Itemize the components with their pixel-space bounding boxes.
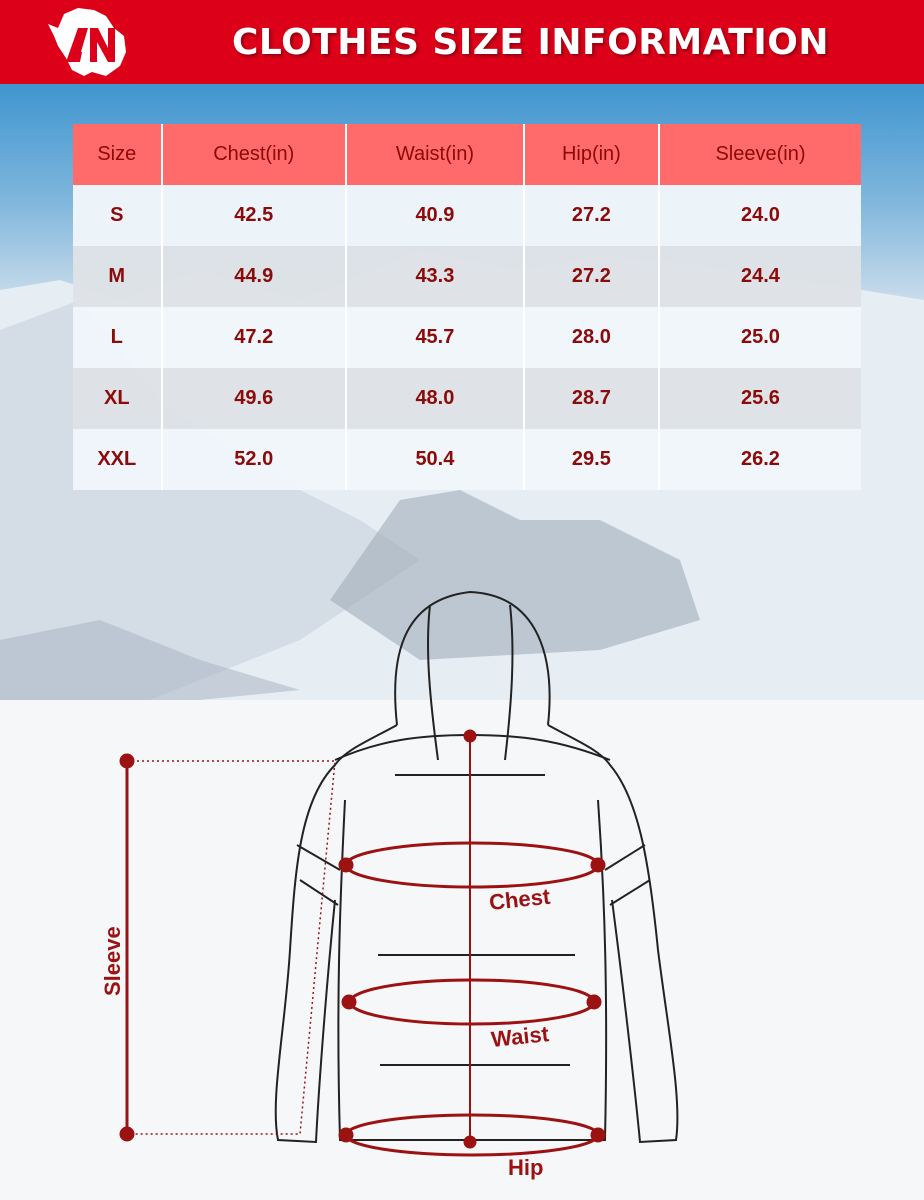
table-row: S 42.5 40.9 27.2 24.0 xyxy=(73,185,861,246)
table-cell: 24.0 xyxy=(657,185,861,246)
table-cell: 25.0 xyxy=(657,307,861,368)
table-cell: 29.5 xyxy=(522,429,659,490)
table-row: L 47.2 45.7 28.0 25.0 xyxy=(73,307,861,368)
size-cell: XXL xyxy=(73,429,162,490)
table-header-row: Size Chest(in) Waist(in) Hip(in) Sleeve(in) xyxy=(73,124,861,185)
size-cell: XL xyxy=(73,368,162,429)
hip-label: Hip xyxy=(508,1155,543,1180)
table-cell: 24.4 xyxy=(657,246,861,307)
table-cell: 45.7 xyxy=(344,307,524,368)
table-cell: 48.0 xyxy=(344,368,524,429)
table-cell: 27.2 xyxy=(522,185,659,246)
brand-logo xyxy=(48,8,126,76)
table-cell: 27.2 xyxy=(522,246,659,307)
column-header: Chest(in) xyxy=(160,124,346,185)
table-cell: 40.9 xyxy=(344,185,524,246)
column-header: Sleeve(in) xyxy=(657,124,861,185)
size-cell: M xyxy=(73,246,162,307)
sleeve-label: Sleeve xyxy=(100,926,125,996)
table-cell: 28.0 xyxy=(522,307,659,368)
table-cell: 42.5 xyxy=(160,185,346,246)
size-cell: L xyxy=(73,307,162,368)
column-header: Hip(in) xyxy=(522,124,659,185)
page-title: CLOTHES SIZE INFORMATION xyxy=(232,22,829,63)
column-header: Size xyxy=(73,124,162,185)
header-banner: CLOTHES SIZE INFORMATION xyxy=(0,0,924,84)
waist-label: Waist xyxy=(490,1021,551,1052)
measurement-lines xyxy=(119,729,606,1157)
table-cell: 28.7 xyxy=(522,368,659,429)
table-cell: 50.4 xyxy=(344,429,524,490)
table-cell: 52.0 xyxy=(160,429,346,490)
column-header: Waist(in) xyxy=(344,124,524,185)
jacket-outline xyxy=(274,590,679,1144)
size-cell: S xyxy=(73,185,162,246)
table-row: XXL 52.0 50.4 29.5 26.2 xyxy=(73,429,861,490)
table-cell: 49.6 xyxy=(160,368,346,429)
table-cell: 43.3 xyxy=(344,246,524,307)
table-cell: 26.2 xyxy=(657,429,861,490)
table-row: XL 49.6 48.0 28.7 25.6 xyxy=(73,368,861,429)
table-cell: 44.9 xyxy=(160,246,346,307)
size-table: Size Chest(in) Waist(in) Hip(in) Sleeve(in) … xyxy=(73,124,861,490)
table-row: M 44.9 43.3 27.2 24.4 xyxy=(73,246,861,307)
table-cell: 47.2 xyxy=(160,307,346,368)
table-cell: 25.6 xyxy=(657,368,861,429)
chest-label: Chest xyxy=(488,884,552,915)
